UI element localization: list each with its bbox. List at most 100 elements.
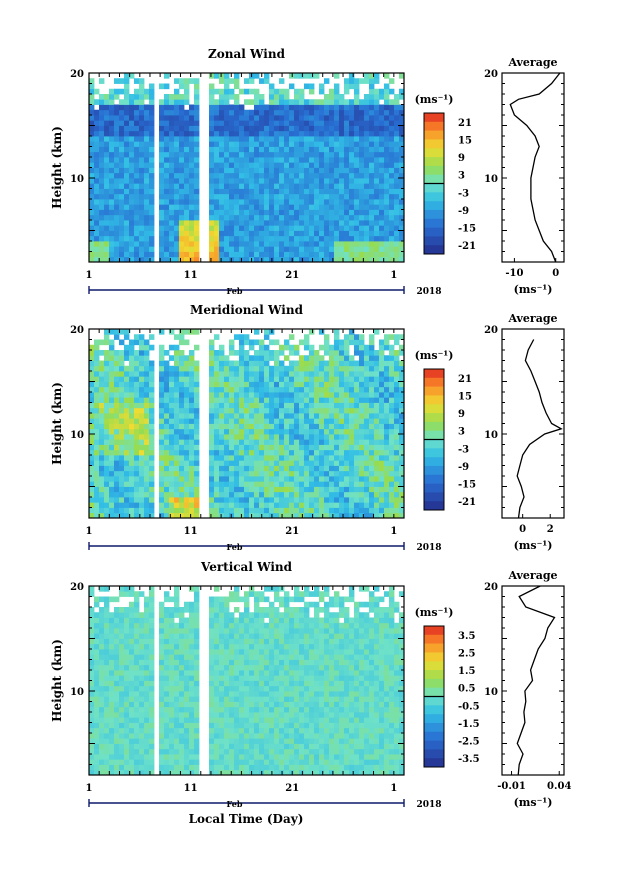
heatmap-cell (209, 497, 215, 503)
heatmap-cell (164, 360, 170, 367)
heatmap-cell (109, 172, 115, 179)
heatmap-cell (149, 214, 155, 221)
heatmap-cell (354, 241, 360, 247)
heatmap-cell (159, 743, 165, 750)
heatmap-cell (399, 183, 405, 189)
heatmap-cell (279, 157, 285, 163)
heatmap-cell (119, 444, 125, 451)
colorbar-segment (424, 121, 444, 131)
heatmap-cell (124, 99, 130, 105)
heatmap-cell (299, 188, 305, 195)
heatmap-cell (164, 486, 170, 493)
heatmap-cell (174, 696, 180, 702)
heatmap-cell (89, 193, 95, 200)
heatmap-cell (164, 423, 170, 430)
heatmap-cell (224, 73, 230, 79)
heatmap-cell (159, 455, 165, 461)
heatmap-cell (174, 664, 180, 671)
heatmap-cell (314, 397, 320, 403)
heatmap-cell (319, 230, 325, 237)
heatmap-cell (114, 334, 120, 340)
heatmap-cell (384, 230, 390, 237)
heatmap-cell (149, 601, 155, 608)
heatmap-cell (259, 209, 265, 216)
colorbar-segment (424, 465, 444, 476)
heatmap-cell (349, 339, 355, 346)
heatmap-cell (349, 209, 355, 216)
heatmap-cell (104, 476, 110, 482)
heatmap-cell (399, 428, 405, 435)
heatmap-cell (114, 502, 120, 508)
heatmap-cell (164, 157, 170, 163)
heatmap-cell (364, 151, 370, 158)
heatmap-cell (129, 691, 135, 697)
heatmap-cell (169, 193, 175, 200)
heatmap-cell (389, 465, 395, 472)
heatmap-cell (144, 172, 150, 179)
heatmap-cell (359, 172, 365, 179)
heatmap-cell (224, 120, 230, 126)
heatmap-cell (179, 141, 185, 147)
heatmap-cell (384, 512, 390, 519)
heatmap-cell (179, 381, 185, 388)
heatmap-cell (169, 397, 175, 403)
heatmap-cell (209, 104, 215, 111)
heatmap-cell (189, 136, 195, 142)
heatmap-cell (119, 481, 125, 487)
heatmap-cell (184, 130, 190, 137)
heatmap-cell (104, 371, 110, 377)
heatmap-cell (279, 444, 285, 451)
heatmap-cell (104, 670, 110, 676)
heatmap-cell (249, 397, 255, 403)
heatmap-cell (299, 246, 305, 252)
heatmap-cell (144, 769, 150, 776)
heatmap-cell (244, 465, 250, 472)
heatmap-cell (329, 386, 335, 393)
heatmap-cell (324, 109, 330, 116)
heatmap-cell (284, 241, 290, 247)
heatmap-cell (129, 386, 135, 393)
heatmap-cell (239, 392, 245, 398)
heatmap-cell (209, 162, 215, 168)
heatmap-cell (209, 199, 215, 205)
heatmap-cell (129, 146, 135, 153)
heatmap-cell (129, 769, 135, 776)
heatmap-cell (124, 172, 130, 179)
heatmap-cell (394, 172, 400, 179)
heatmap-cell (134, 502, 140, 508)
heatmap-cell (249, 230, 255, 237)
heatmap-cell (159, 365, 165, 372)
heatmap-cell (299, 481, 305, 487)
heatmap-cell (144, 701, 150, 708)
heatmap-cell (359, 162, 365, 168)
heatmap-cell (194, 460, 200, 466)
heatmap-cell (194, 512, 200, 519)
heatmap-cell (109, 491, 115, 498)
heatmap-cell (264, 183, 270, 189)
heatmap-cell (369, 178, 375, 184)
heatmap-cell (324, 449, 330, 456)
heatmap-cell (254, 360, 260, 367)
heatmap-cell (104, 748, 110, 755)
heatmap-cell (379, 115, 385, 121)
heatmap-cell (394, 120, 400, 126)
heatmap-cell (159, 115, 165, 121)
heatmap-cell (149, 664, 155, 671)
heatmap-cell (359, 115, 365, 121)
heatmap-cell (399, 130, 405, 137)
heatmap-cell (189, 449, 195, 456)
heatmap-cell (334, 115, 340, 121)
heatmap-cell (274, 193, 280, 200)
heatmap-cell (219, 151, 225, 158)
heatmap-cell (124, 230, 130, 237)
heatmap-cell (399, 251, 405, 258)
heatmap-cell (374, 381, 380, 388)
heatmap-cell (284, 470, 290, 477)
heatmap-cell (324, 455, 330, 461)
heatmap-cell (209, 220, 215, 226)
heatmap-cell (159, 764, 165, 771)
heatmap-cell (299, 402, 305, 409)
heatmap-cell (174, 246, 180, 252)
heatmap-cell (174, 397, 180, 403)
heatmap-cell (134, 94, 140, 100)
